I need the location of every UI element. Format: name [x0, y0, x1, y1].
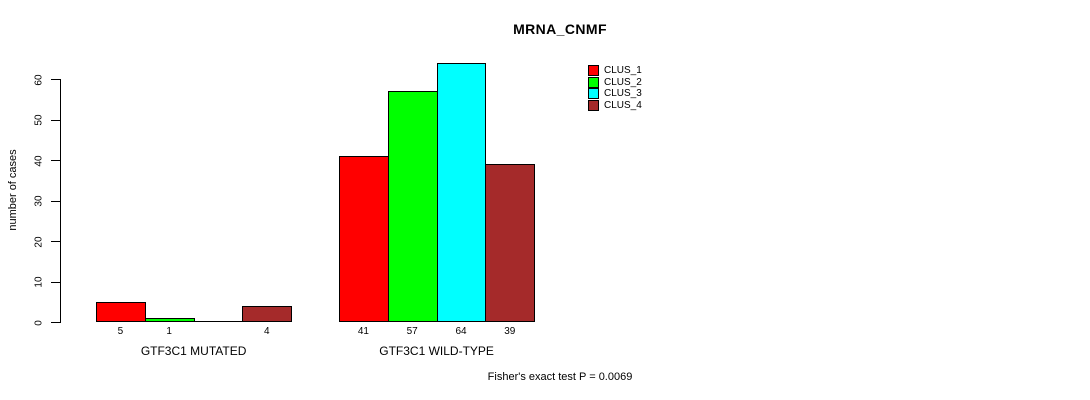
bar-clus-2-gtf3c1-wild-type — [387, 91, 438, 322]
legend-label: CLUS_3 — [604, 88, 642, 100]
bar-value-label: 1 — [166, 326, 172, 337]
bar-clus-1-gtf3c1-mutated — [96, 302, 146, 322]
bar-clus-3-gtf3c1-wild-type — [436, 63, 487, 322]
bar-value-label: 39 — [504, 326, 516, 337]
y-tick — [51, 281, 60, 283]
legend-label: CLUS_2 — [604, 76, 642, 88]
legend-item-clus-4: CLUS_4 — [588, 99, 642, 112]
legend-label: CLUS_4 — [604, 99, 642, 111]
y-tick-label: 30 — [33, 195, 45, 207]
group-label-gtf3c1-mutated: GTF3C1 MUTATED — [140, 344, 247, 358]
bar-clus-2-gtf3c1-mutated — [144, 318, 195, 322]
legend-label: CLUS_1 — [604, 65, 642, 77]
group-label-gtf3c1-wild-type: GTF3C1 WILD-TYPE — [379, 344, 494, 358]
bar-value-label: 5 — [117, 326, 124, 337]
y-tick-label: 10 — [33, 276, 45, 288]
bar-value-label: 4 — [264, 326, 270, 337]
bar-value-label: 57 — [406, 326, 418, 337]
legend-item-clus-2: CLUS_2 — [588, 76, 642, 89]
y-tick-label: 60 — [33, 73, 45, 86]
y-tick-label: 20 — [33, 235, 45, 248]
legend: CLUS_1 CLUS_2 CLUS_3 CLUS_4 — [588, 65, 642, 111]
legend-swatch-clus-1 — [588, 65, 599, 77]
y-tick — [51, 119, 60, 121]
chart-title: MRNA_CNMF — [513, 21, 607, 37]
y-axis-label: number of cases — [7, 149, 19, 231]
y-tick — [51, 79, 60, 80]
bar-value-label: 64 — [455, 326, 467, 337]
y-tick — [51, 322, 60, 323]
bar-clus-4-gtf3c1-mutated — [242, 306, 293, 322]
legend-swatch-clus-4 — [588, 99, 599, 111]
y-tick-label: 40 — [33, 154, 45, 167]
legend-item-clus-3: CLUS_3 — [588, 88, 642, 100]
legend-swatch-clus-3 — [588, 88, 599, 100]
legend-swatch-clus-2 — [588, 76, 599, 88]
legend-item-clus-1: CLUS_1 — [588, 65, 642, 77]
y-tick — [51, 241, 60, 242]
y-tick-label: 50 — [33, 114, 45, 126]
bar-value-label: 41 — [357, 326, 369, 337]
bar-clus-1-gtf3c1-wild-type — [339, 156, 389, 322]
y-tick — [51, 200, 60, 202]
y-tick — [51, 160, 60, 161]
y-tick-label: 0 — [33, 319, 45, 326]
y-axis — [60, 79, 61, 323]
stats-footer: Fisher's exact test P = 0.0069 — [487, 371, 633, 383]
bar-clus-4-gtf3c1-wild-type — [485, 164, 536, 322]
